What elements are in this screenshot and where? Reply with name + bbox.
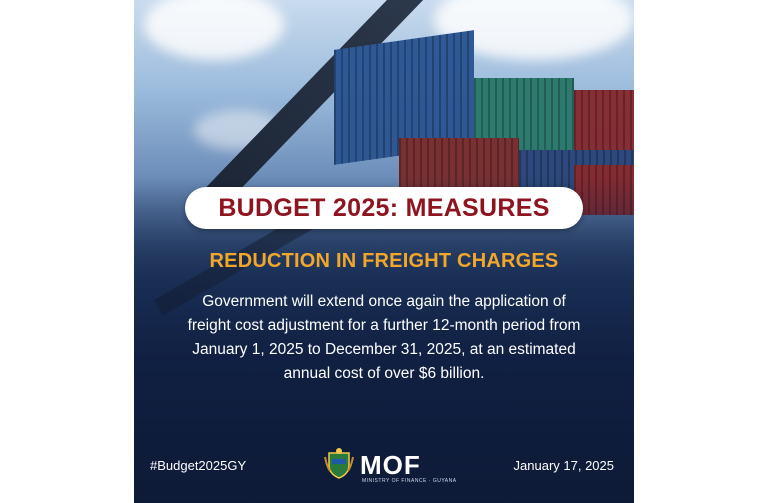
dark-overlay (134, 0, 634, 503)
mof-logo: MOF MINISTRY OF FINANCE · GUYANA (324, 447, 456, 484)
budget-poster: BUDGET 2025: MEASURES REDUCTION IN FREIG… (134, 0, 634, 503)
logo-text: MOF (360, 450, 421, 480)
hashtag: #Budget2025GY (150, 458, 247, 473)
headline-banner: BUDGET 2025: MEASURES (185, 187, 583, 229)
logo-subtext: MINISTRY OF FINANCE · GUYANA (362, 478, 457, 484)
body-line: annual cost of over $6 billion. (283, 365, 485, 382)
body-line: January 1, 2025 to December 31, 2025, at… (192, 341, 576, 358)
coat-of-arms-icon (324, 447, 354, 484)
body-line: Government will extend once again the ap… (202, 293, 566, 310)
headline: BUDGET 2025: MEASURES (218, 193, 550, 222)
body-text: Government will extend once again the ap… (154, 290, 614, 386)
subtitle: REDUCTION IN FREIGHT CHARGES (209, 250, 559, 272)
body-line: freight cost adjustment for a further 12… (187, 317, 581, 334)
date: January 17, 2025 (513, 458, 614, 473)
